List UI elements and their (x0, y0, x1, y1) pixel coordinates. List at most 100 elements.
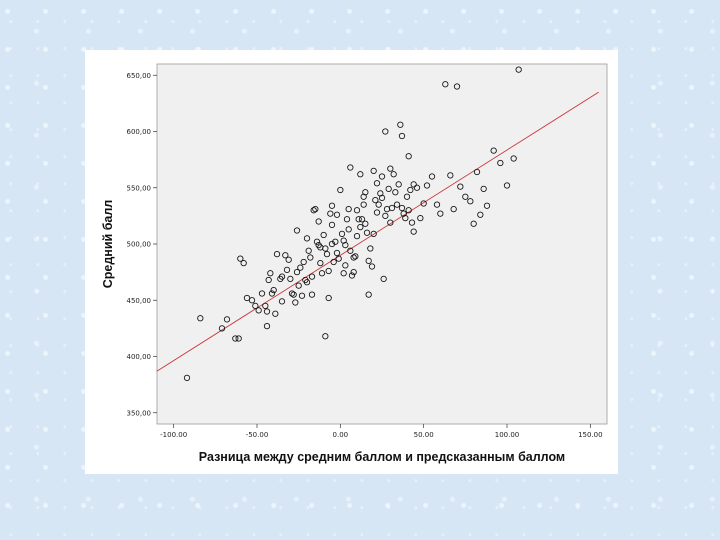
data-point (218, 325, 226, 332)
data-point (442, 81, 449, 88)
data-point (295, 282, 302, 289)
data-point (428, 173, 436, 180)
data-point (237, 255, 244, 262)
data-point (420, 200, 427, 207)
x-tick-label: 150.00 (578, 431, 603, 439)
data-point (328, 221, 336, 229)
data-point (433, 201, 441, 208)
data-point (382, 128, 389, 135)
data-point (333, 249, 341, 257)
data-point (273, 251, 281, 258)
data-point (352, 253, 359, 260)
data-point (322, 333, 329, 340)
y-tick-label: 600,00 (127, 128, 152, 136)
data-point (378, 173, 386, 180)
data-point (303, 279, 311, 286)
data-point (340, 270, 347, 277)
data-point (387, 219, 394, 226)
y-tick-label: 500,00 (127, 241, 152, 249)
data-point (370, 167, 377, 175)
data-point (345, 226, 352, 233)
data-point (390, 171, 397, 178)
data-point (347, 247, 354, 254)
data-point (248, 297, 256, 304)
data-point (350, 254, 357, 261)
data-point (423, 182, 431, 189)
data-point (358, 216, 366, 223)
data-point (313, 238, 321, 245)
x-tick-label: -50.00 (246, 431, 269, 439)
data-point (388, 204, 396, 212)
data-point (450, 206, 457, 213)
data-point (490, 147, 497, 154)
x-tick-label: 0.00 (333, 431, 349, 439)
data-point (362, 189, 369, 196)
y-tick-label: 350,00 (127, 409, 152, 417)
data-point (307, 254, 314, 261)
data-point (320, 231, 327, 239)
data-point (357, 224, 364, 231)
y-tick-label: 650,00 (127, 72, 152, 80)
data-point (265, 276, 272, 284)
data-point (397, 121, 404, 128)
data-point (263, 308, 271, 315)
data-point (258, 290, 266, 297)
data-point (292, 299, 299, 306)
data-point (315, 218, 322, 225)
data-point (402, 215, 409, 222)
data-point (333, 211, 341, 218)
scatter-chart: -100.00 -50.00 0.00 50.00 100.00 150.00 350,00… (101, 63, 608, 464)
data-point (300, 258, 307, 266)
points-layer (183, 66, 522, 381)
data-point (270, 287, 277, 294)
data-point (403, 193, 411, 200)
data-point (342, 262, 349, 269)
data-point (353, 233, 361, 240)
data-point (372, 197, 379, 204)
data-point (310, 207, 317, 214)
data-point (267, 270, 274, 277)
data-point (378, 194, 386, 202)
data-point (405, 153, 412, 160)
data-point (410, 228, 417, 235)
data-point (338, 230, 346, 238)
fit-line-layer (156, 91, 599, 372)
data-point (297, 264, 304, 271)
data-point (345, 206, 352, 213)
data-point (385, 185, 392, 193)
data-point (312, 206, 319, 213)
data-point (387, 165, 394, 172)
data-point (235, 335, 242, 342)
data-point (480, 185, 487, 193)
chart-card: -100.00 -50.00 0.00 50.00 100.00 150.00 350,00… (85, 50, 618, 474)
data-point (290, 291, 297, 298)
data-point (410, 181, 417, 188)
data-point (243, 294, 251, 302)
data-point (503, 182, 511, 189)
data-point (348, 272, 356, 279)
data-point (375, 201, 382, 208)
data-point (183, 374, 191, 381)
data-point (328, 240, 336, 248)
data-point (343, 216, 351, 223)
data-point (223, 316, 231, 323)
data-point (328, 202, 336, 209)
data-point (318, 270, 326, 277)
data-point (317, 260, 324, 267)
data-point (365, 291, 372, 298)
data-point (283, 266, 291, 274)
data-point (362, 220, 369, 227)
data-point (330, 258, 337, 266)
data-point (317, 244, 324, 251)
data-point (413, 184, 421, 191)
data-point (473, 168, 481, 176)
data-point (357, 171, 364, 178)
data-point (327, 210, 334, 217)
data-point (337, 186, 344, 194)
y-tick-label: 450,00 (127, 297, 152, 305)
data-point (268, 290, 276, 297)
data-point (263, 322, 271, 330)
data-point (303, 235, 311, 242)
data-point (240, 260, 247, 267)
data-point (293, 269, 301, 276)
